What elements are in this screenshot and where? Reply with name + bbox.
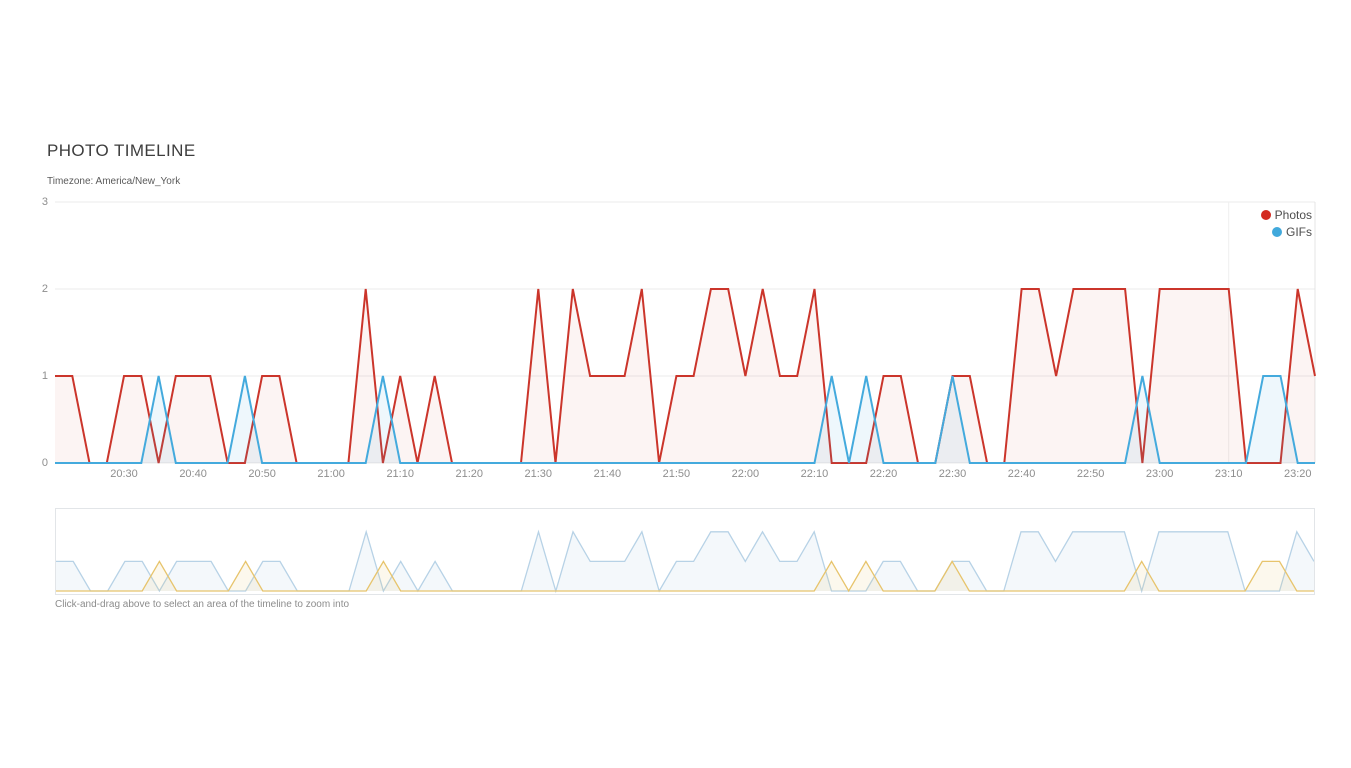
gifs-line (55, 375, 1315, 464)
navigator-canvas[interactable] (56, 509, 1315, 594)
x-axis-tick-label: 22:00 (731, 468, 760, 480)
photos-line (55, 288, 1316, 464)
x-axis-tick-label: 21:10 (386, 468, 414, 480)
x-axis-tick-label: 21:50 (662, 468, 691, 480)
timeline-chart[interactable]: Photos GIFs (55, 201, 1316, 464)
timeline-chart-canvas[interactable] (55, 201, 1316, 464)
gifs-swatch-icon (1272, 227, 1282, 237)
photos-swatch-icon (1260, 210, 1271, 220)
x-axis-tick-label: 23:10 (1214, 468, 1243, 480)
legend-item-label: GIFs (1286, 225, 1312, 239)
page-title: PHOTO TIMELINE (47, 141, 196, 160)
x-axis-tick-label: 23:20 (1283, 468, 1312, 480)
x-axis-tick-label: 21:20 (455, 468, 483, 480)
legend-item-gifs[interactable]: GIFs (1261, 225, 1312, 239)
x-axis-tick-label: 22:40 (1007, 468, 1036, 480)
legend: Photos GIFs (1260, 208, 1312, 242)
legend-item-label: Photos (1274, 208, 1312, 222)
y-axis-tick-label: 1 (41, 370, 48, 382)
x-axis-tick-label: 20:30 (110, 468, 138, 480)
y-axis-tick-label: 2 (41, 283, 48, 295)
timeline-navigator[interactable] (55, 508, 1315, 595)
zoom-hint-text: Click-and-drag above to select an area o… (55, 599, 350, 610)
x-axis-tick-label: 20:40 (179, 468, 207, 480)
y-axis-tick-label: 3 (41, 196, 48, 208)
x-axis-tick-label: 21:40 (593, 468, 622, 480)
x-axis-tick-label: 23:00 (1145, 468, 1174, 480)
x-axis-tick-label: 21:30 (524, 468, 553, 480)
y-axis-tick-label: 0 (41, 457, 48, 469)
x-axis-tick-label: 20:50 (248, 468, 276, 480)
x-axis-tick-label: 22:50 (1076, 468, 1105, 480)
legend-item-photos[interactable]: Photos (1260, 208, 1312, 222)
x-axis-tick-label: 21:00 (317, 468, 345, 480)
x-axis-tick-label: 22:20 (869, 468, 898, 480)
x-axis-tick-label: 22:10 (800, 468, 829, 480)
x-axis-tick-label: 22:30 (938, 468, 967, 480)
timezone-label: Timezone: America/New_York (47, 176, 181, 187)
gifs-nav-line (56, 560, 1314, 593)
photos-nav-line (56, 529, 1315, 594)
